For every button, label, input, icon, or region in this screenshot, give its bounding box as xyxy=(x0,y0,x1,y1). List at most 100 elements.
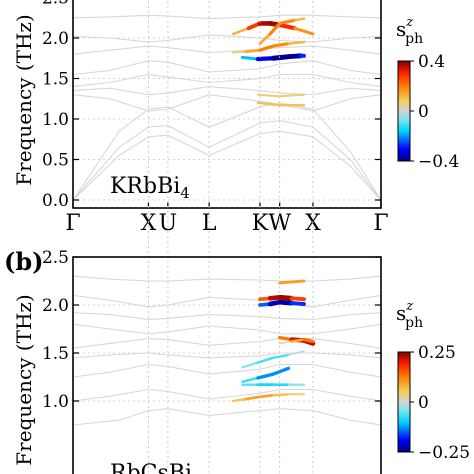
panel-a-y-ticks: 0.0 0.5 1.0 1.5 2.0 2.5 xyxy=(42,0,381,211)
panel-b-y-tick-label: 1.5 xyxy=(42,344,69,364)
panel-a-y-tick-label: 2.5 xyxy=(42,0,69,9)
panel-b-branches xyxy=(73,275,381,426)
panel-b-colorbar-max-label: 0.25 xyxy=(418,343,456,363)
panel-b-chiral-branch-segment xyxy=(271,353,290,360)
panel-b-chiral-branch-segment xyxy=(256,356,275,364)
panel-a-chiral-branch-segment xyxy=(240,55,260,61)
panel-b-compound-base: RbCsBi xyxy=(110,461,192,474)
panel-a-phonon-branch xyxy=(73,130,381,201)
panel-b-colorbar-mid-label: 0 xyxy=(418,393,429,413)
panel-b-chiral-branch-segment xyxy=(278,280,294,285)
panel-b-y-tick-label: 2.5 xyxy=(42,248,69,268)
panel-a-chiral-branch-segment xyxy=(268,21,282,36)
panel-b-colorbar-label: sz ph xyxy=(396,299,423,331)
panel-b-colorbar-gradient xyxy=(397,351,411,453)
panel-a-x-tick-label: Γ xyxy=(65,211,80,236)
panel-b-chiral-branch-segment xyxy=(256,372,275,380)
panel-a-chiral-branch-segment xyxy=(256,101,281,107)
panel-b-phonon-branch xyxy=(73,294,381,308)
panel-a-chiral-branch-segment xyxy=(271,42,291,48)
panel-b-phonon-branch xyxy=(73,408,381,426)
panel-a-chiral-branch-segment xyxy=(258,32,272,46)
panel-b-chiral-branch-segment xyxy=(277,294,295,301)
panel-b-chiral-branch-segment xyxy=(289,296,306,302)
panel-b-colorbar-label-sub: ph xyxy=(405,315,423,331)
panel-b-frame xyxy=(72,256,382,474)
panel-a-y-tick-label: 0.0 xyxy=(42,191,69,211)
panel-b-chiral-branch-segment xyxy=(302,337,315,344)
panel-b-letter: (b) xyxy=(4,247,44,276)
panel-b-colorbar-min-label: −0.25 xyxy=(418,443,470,463)
panel-a-chiral-branch-segment xyxy=(278,18,297,25)
panel-a-colorbar-label-s: s xyxy=(396,17,406,41)
panel-a-colorbar-label-sub: ph xyxy=(405,31,423,47)
panel-b-colorbar-label-sup: z xyxy=(405,299,413,314)
panel-b-phonon-branch xyxy=(73,312,381,320)
panel-b-colorbar: sz ph 0.25 0 −0.25 xyxy=(396,299,470,463)
panel-a-x-tick-label: K xyxy=(252,211,269,236)
panel-a-chiral-branch-segment xyxy=(231,26,250,36)
panel-a-phonon-branch xyxy=(73,102,381,201)
panel-b-y-tick-label: 1.0 xyxy=(42,392,69,412)
panel-b-phonon-branch xyxy=(73,275,381,282)
panel-b-chiral-branch-segment xyxy=(256,393,275,399)
panel-b-y-ticks: 1.0 1.5 2.0 2.5 xyxy=(42,248,381,412)
panel-a-x-tick-label: Γ xyxy=(373,211,388,236)
panel-b-compound-subscript: 4 xyxy=(192,471,202,474)
panel-b-y-axis-label: Frequency (THz) xyxy=(12,294,36,465)
panel-a-phonon-branch xyxy=(73,34,381,43)
panel-b-chiral-branch-segment xyxy=(271,366,291,376)
panel-a-y-tick-label: 0.5 xyxy=(42,151,69,171)
panel-a-y-tick-label: 2.0 xyxy=(42,29,69,49)
panel-a-x-tick-label: L xyxy=(202,211,217,236)
panel-a-phonon-branch xyxy=(73,60,381,76)
panel-a-phonon-branch xyxy=(73,86,381,96)
panel-a-phonon-branch xyxy=(73,45,381,55)
panel-b-chiral-branch-segment xyxy=(287,350,305,356)
panel-a-chiral-branch-segment xyxy=(258,44,275,52)
panel-a-y-axis-label: Frequency (THz) xyxy=(12,14,36,185)
panel-a-x-tick-label: U xyxy=(159,211,178,236)
panel-a-chiral-branch-segment xyxy=(286,53,304,60)
panel-a-chiral-branch-segment xyxy=(244,48,262,54)
panel-b-chiral-branch-segment xyxy=(277,299,295,306)
panel-b-phonon-branch xyxy=(73,388,381,402)
panel-a-chiral-branch-segment xyxy=(278,93,306,98)
panel-b-chiral-branch-segment xyxy=(290,338,306,343)
panel-b-chiral-branch-segment xyxy=(290,279,306,284)
panel-b-y-tick-label: 2.0 xyxy=(42,296,69,316)
panel-a-colorbar-label: sz ph xyxy=(396,15,423,47)
panel-b-phonon-branch xyxy=(73,323,381,335)
panel-a-chiral-branch-segment xyxy=(293,26,315,36)
panel-b-colorbar-label-s: s xyxy=(396,301,406,325)
panel-a-chiral-branch-segment xyxy=(270,54,292,61)
panel-a-compound-subscript: 4 xyxy=(180,184,190,202)
panel-a-branches xyxy=(73,14,381,201)
panel-b-chiral-branch-segment xyxy=(241,361,259,369)
panel-a-x-tick-label: W xyxy=(268,211,291,236)
panel-a-colorbar-mid-label: 0 xyxy=(418,102,429,122)
panel-b-compound-label: RbCsBi4 xyxy=(110,461,202,474)
panel-a-colorbar: sz ph 0.4 0 −0.4 xyxy=(396,15,459,172)
panel-a-y-tick-label: 1.5 xyxy=(42,70,69,90)
panel-a-chiral-branch-segment xyxy=(287,40,306,45)
panel-b-chiral-branch-segment xyxy=(278,340,293,345)
panel-b-phonon-branch xyxy=(73,352,381,359)
panel-a-chiral-branch-segment xyxy=(255,56,276,62)
panel-a-compound-base: KRbBi xyxy=(110,174,180,199)
panel-b-chiral-branch-segment xyxy=(244,395,260,401)
panel-b-chiral-branch-segment xyxy=(271,393,290,397)
panel-a-phonon-branch xyxy=(73,14,381,20)
panel-a-colorbar-label-sup: z xyxy=(405,15,413,30)
panel-a-colorbar-max-label: 0.4 xyxy=(418,52,445,72)
panel-b-phonon-branch xyxy=(73,338,381,349)
panel-a-chiral-branch-segment xyxy=(277,22,297,31)
panel-a-chiral-branch-segment xyxy=(256,93,281,98)
panel-a-colorbar-min-label: −0.4 xyxy=(418,152,459,172)
panel-b-chiral-branch-segment xyxy=(231,397,247,403)
panel-b-chiral-branch-segment xyxy=(241,376,260,384)
panel-a-phonon-branch xyxy=(73,73,381,88)
panel-a-x-tick-label: X xyxy=(305,211,321,236)
